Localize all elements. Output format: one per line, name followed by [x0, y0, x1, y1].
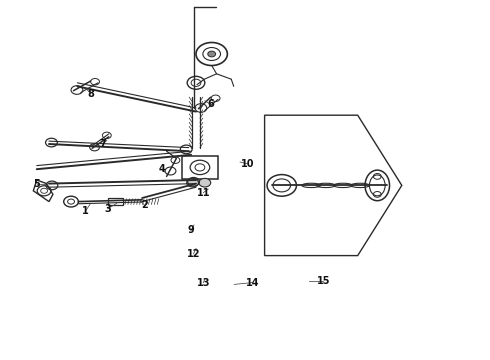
Circle shape: [208, 51, 216, 57]
Text: 5: 5: [33, 179, 40, 189]
Bar: [181, 156, 218, 179]
Text: 3: 3: [104, 204, 111, 214]
Text: 10: 10: [241, 159, 254, 169]
Bar: [108, 198, 122, 205]
Text: 6: 6: [207, 99, 214, 109]
Text: 8: 8: [87, 89, 94, 99]
Circle shape: [187, 178, 198, 187]
Text: 14: 14: [245, 278, 259, 288]
Circle shape: [199, 178, 211, 187]
Text: 1: 1: [82, 206, 89, 216]
Text: 2: 2: [141, 200, 148, 210]
Text: 12: 12: [187, 249, 200, 259]
Text: 9: 9: [188, 225, 195, 235]
Text: 7: 7: [99, 139, 106, 149]
Text: 4: 4: [158, 164, 165, 174]
Text: 13: 13: [196, 278, 210, 288]
Text: 15: 15: [317, 276, 330, 286]
Text: 11: 11: [196, 188, 210, 198]
